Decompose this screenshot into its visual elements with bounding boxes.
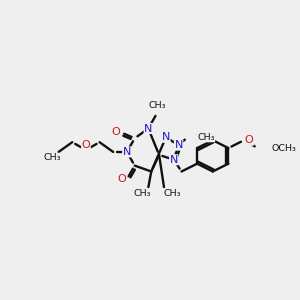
- Text: N: N: [169, 155, 178, 165]
- Text: O: O: [82, 140, 90, 150]
- Text: N: N: [144, 124, 152, 134]
- Text: N: N: [174, 140, 183, 150]
- Text: CH₃: CH₃: [197, 133, 215, 142]
- Text: O: O: [244, 135, 253, 145]
- Text: N: N: [123, 147, 131, 157]
- Text: CH₃: CH₃: [148, 100, 166, 109]
- Text: O: O: [118, 174, 126, 184]
- Text: N: N: [162, 132, 170, 142]
- Text: O: O: [112, 128, 121, 137]
- Text: CH₃: CH₃: [134, 189, 151, 198]
- Text: CH₃: CH₃: [163, 189, 181, 198]
- Text: CH₃: CH₃: [44, 153, 61, 162]
- Text: OCH₃: OCH₃: [271, 143, 296, 152]
